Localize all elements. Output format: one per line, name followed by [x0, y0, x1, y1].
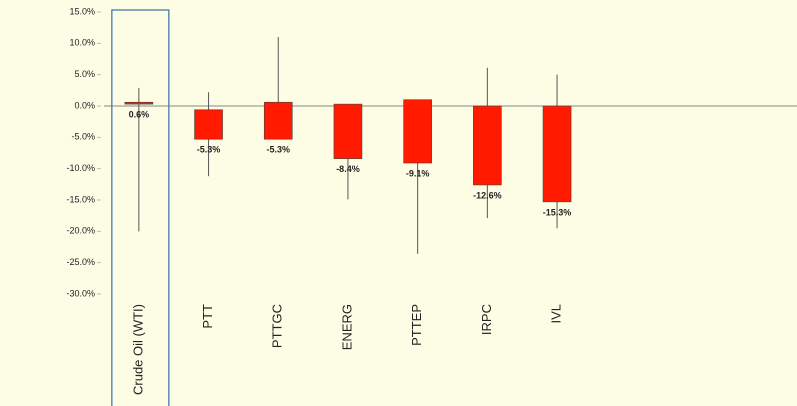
candle-body	[542, 105, 572, 203]
x-tick-label: Crude Oil (WTI)	[130, 304, 145, 395]
candle-body	[403, 99, 432, 164]
y-tick-label: -10.0%	[66, 163, 95, 173]
candle-body	[333, 103, 363, 159]
y-tick-label: 15.0%	[69, 6, 95, 16]
highlight-box	[111, 9, 170, 406]
value-label: -12.6%	[473, 190, 502, 200]
candle-body	[124, 101, 154, 105]
y-tick-label: 0.0%	[74, 100, 95, 110]
value-label: -5.3%	[266, 145, 290, 155]
y-tick-label: -15.0%	[66, 194, 95, 204]
x-tick-label: PTTEP	[409, 304, 424, 346]
y-tick-label: -5.0%	[71, 132, 95, 142]
x-tick-label: IVL	[548, 304, 563, 324]
value-label: -15.3%	[543, 207, 572, 217]
value-label: -8.4%	[336, 164, 360, 174]
x-tick-label: ENERG	[339, 304, 354, 350]
x-tick-label: IRPC	[479, 304, 494, 335]
y-tick-label: 5.0%	[74, 69, 95, 79]
value-label: -5.3%	[197, 145, 221, 155]
y-tick-label: -20.0%	[66, 226, 95, 236]
candle-body	[263, 101, 293, 140]
value-label: 0.6%	[129, 109, 150, 119]
candle-body	[194, 109, 223, 140]
candle-body	[473, 105, 502, 186]
y-tick-label: -30.0%	[66, 288, 95, 298]
y-tick-label: -25.0%	[66, 257, 95, 267]
x-tick-label: PTTGC	[270, 304, 285, 348]
y-tick-label: 10.0%	[69, 38, 95, 48]
x-tick-label: PTT	[200, 304, 215, 329]
value-label: -9.1%	[406, 168, 430, 178]
